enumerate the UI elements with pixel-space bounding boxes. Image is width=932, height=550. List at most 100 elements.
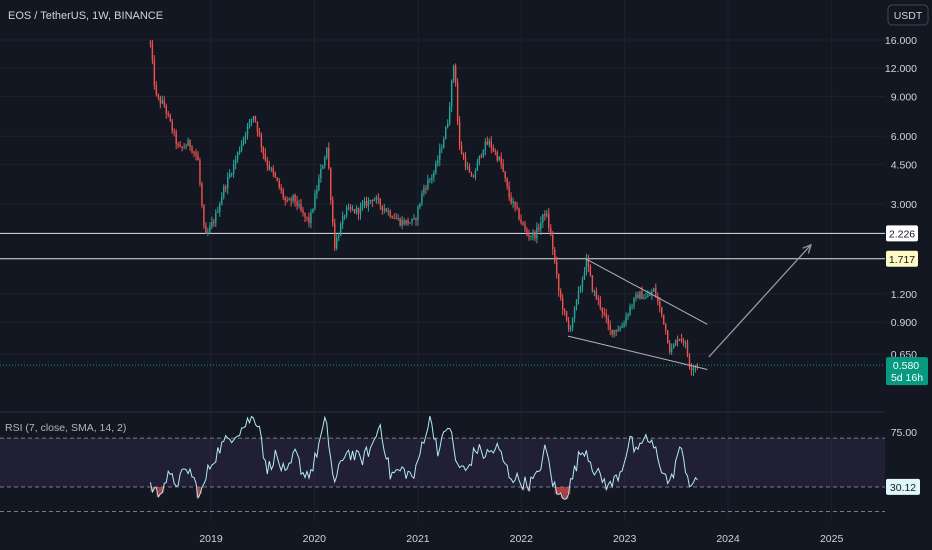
candle-body [151,43,154,61]
candle-body [670,348,673,352]
candle-body [318,178,320,191]
candle-body [690,367,693,371]
candle-body [377,197,380,200]
candle-body [649,294,651,296]
price-axis[interactable]: 16.000 12.000 9.000 6.000 4.500 3.000 1.200 0.9… [885,35,928,495]
candle-body [641,291,643,300]
candle-body [528,234,530,237]
rsi-oversold-fill [556,487,561,495]
candle-body [278,180,280,188]
candle-body [349,207,352,210]
candle-body [298,204,300,206]
candle-body [546,213,548,216]
currency-button-frame[interactable] [887,4,929,26]
candle-body [510,197,512,204]
candle-body [268,165,271,169]
candle-body [653,288,655,292]
annotations[interactable] [567,243,812,370]
rsi-indicator-label[interactable]: RSI (7, close, SMA, 14, 2) [5,422,126,434]
candle-body [601,307,603,313]
projection-arrowhead[interactable] [802,243,812,254]
candle-body [173,131,175,133]
candle-body [389,210,391,217]
candle-body [470,172,473,177]
time-tick-label: 2023 [613,533,637,545]
candle-body [343,215,346,217]
candle-body [310,212,312,224]
candle-body [417,206,419,221]
candle-body [288,198,290,201]
candle-body [367,200,370,207]
candle-body [466,166,469,168]
candle-body [619,327,621,331]
candle-body [244,134,247,138]
candle-body [480,155,483,157]
candle-body [431,177,433,179]
candle-body [433,172,435,178]
candle-body [314,194,316,209]
candle-body [203,205,205,226]
candle-body [559,290,562,298]
candle-body [260,135,263,147]
candle-body [238,150,241,153]
candle-body [336,237,338,249]
candle-body [682,340,685,343]
candle-body [232,163,235,174]
grid [0,0,885,522]
candle-body [189,140,191,147]
rsi-value-tag [886,478,920,495]
candle-body [395,218,397,220]
candle-body [165,105,167,114]
time-tick-label: 2025 [820,533,844,545]
currency-button-label[interactable]: USDT [894,10,923,22]
candle-body [304,212,306,217]
candle-body [688,355,691,368]
candle-body [544,214,546,216]
currency-button[interactable]: USDT [887,4,929,26]
candle-body [149,41,152,44]
candle-body [274,173,276,178]
time-axis[interactable]: 2019 2020 2021 2022 2023 2024 2025 [199,533,843,545]
projection-arrow[interactable] [708,244,812,358]
candle-body [334,223,336,249]
candle-body [296,201,298,206]
candle-body [526,229,528,235]
candle-body [357,208,360,214]
candle-body [163,100,165,106]
candle-body [405,219,407,225]
candle-body [246,125,249,135]
horizontal-levels[interactable] [0,232,885,366]
candle-body [674,340,677,345]
candle-body [443,139,445,148]
time-tick-label: 2021 [406,533,430,545]
rsi-oversold-fill [558,487,563,493]
candle-body [498,157,500,161]
candle-body [169,114,171,122]
candle-body [474,171,477,177]
candle-body [607,317,609,325]
channel-lower-line[interactable] [567,335,708,370]
candle-body [373,200,376,202]
candle-body [645,296,647,299]
candle-body [290,198,292,201]
candle-body [603,312,605,314]
candle-body [337,235,340,238]
candle-body [256,121,259,132]
candle-body [316,190,318,195]
candle-body [565,311,568,321]
rsi-pane [0,415,885,512]
candle-body [187,140,189,146]
candle-body [326,147,328,158]
candle-body [595,291,598,299]
candle-body [248,120,251,126]
channel-upper-line[interactable] [585,258,708,325]
candle-body [399,218,401,226]
candle-body [437,160,439,164]
candle-body [355,208,358,213]
candle-body [514,201,516,207]
candle-body [421,193,423,204]
candle-body [240,143,243,151]
candle-body [171,121,173,132]
candle-body [439,148,441,161]
